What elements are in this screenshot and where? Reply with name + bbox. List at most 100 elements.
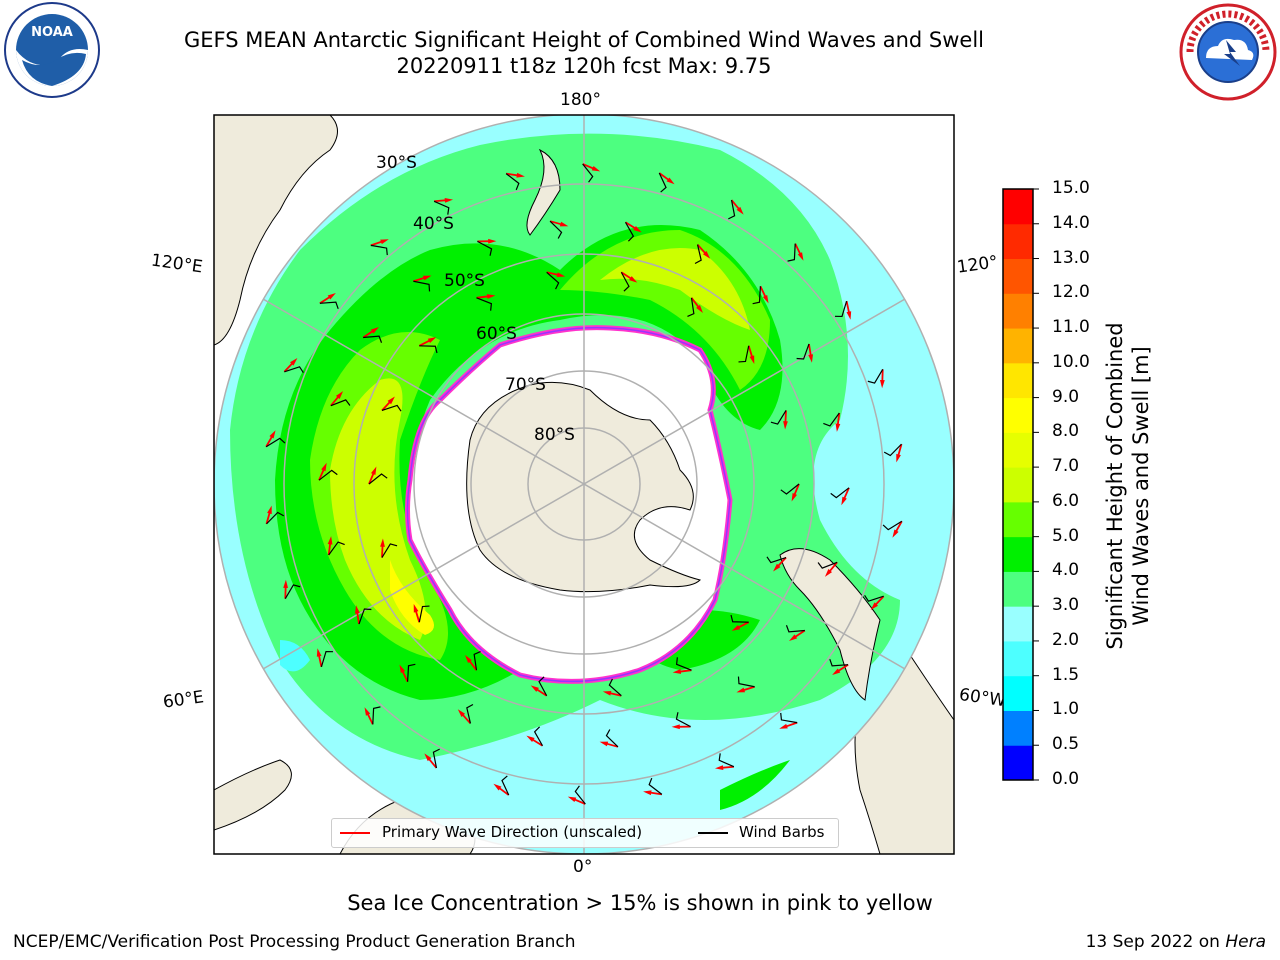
wind-barb: [549, 220, 563, 239]
wind-barb: [728, 199, 736, 220]
colorbar-segment: [1003, 571, 1033, 607]
wave-direction-arrowhead: [762, 294, 769, 304]
wave-direction-arrowhead: [316, 648, 322, 657]
wave-direction-arrowhead: [370, 466, 377, 475]
wind-barb: [752, 286, 762, 305]
wind-barb: [620, 271, 630, 292]
wind-barb: [787, 243, 796, 262]
wind-barb: [834, 300, 848, 318]
wave-direction-arrowhead: [591, 165, 601, 172]
wind-barb: [738, 345, 750, 363]
colorbar-tick-label: 10.0: [1052, 351, 1090, 372]
new-zealand-land: [526, 148, 561, 236]
colorbar-segment: [1003, 745, 1033, 781]
wind-barb: [418, 605, 430, 623]
colorbar-tick-label: 4.0: [1052, 560, 1080, 581]
wind-barb: [796, 343, 810, 360]
wind-barb: [501, 775, 510, 796]
wave-direction-arrowhead: [354, 605, 360, 614]
wave-direction-arrowhead: [327, 293, 336, 300]
wave-direction-arrowhead: [457, 709, 466, 717]
colorbar-label-line1: Significant Height of Combined: [1103, 322, 1127, 650]
wave-direction-arrowhead: [629, 276, 638, 283]
wind-barb: [864, 594, 884, 602]
wind-barb: [608, 678, 622, 697]
colorbar-tick-label: 7.0: [1052, 456, 1080, 477]
lon-label-0: 0°: [573, 857, 593, 877]
wave-direction-arrowhead: [267, 505, 272, 515]
wave-direction-arrowhead: [841, 496, 847, 506]
legend-wave-label: Primary Wave Direction (unscaled): [382, 823, 643, 841]
colorbar-tick-label: 1.5: [1052, 664, 1080, 685]
wind-barb: [265, 437, 286, 448]
wave-direction-arrowhead: [364, 707, 371, 716]
colorbar-segment: [1003, 189, 1033, 225]
wave-direction-arrowhead: [413, 604, 419, 613]
wind-barb: [817, 561, 838, 569]
wind-barb: [505, 173, 520, 191]
footer-date: 13 Sep 2022 on Hera: [1086, 932, 1266, 952]
colorbar-tick-label: 6.0: [1052, 490, 1080, 511]
colorbar-segment: [1003, 606, 1033, 642]
colorbar-label-line2: Wind Waves and Swell [m]: [1129, 346, 1153, 626]
lat-label-40: 40°S: [413, 214, 454, 234]
nws-logo: [1179, 3, 1277, 101]
wave-direction-arrowhead: [321, 462, 327, 472]
wave-direction-arrowhead: [879, 379, 885, 389]
wind-barb: [320, 650, 334, 668]
wave-direction-arrowhead: [643, 790, 652, 796]
wave-direction-arrowhead: [283, 579, 289, 589]
wave-direction-arrowhead: [797, 252, 804, 261]
wind-barb: [823, 412, 840, 427]
wind-barb: [432, 748, 440, 769]
wind-barb: [574, 785, 586, 805]
wind-barb: [830, 487, 850, 499]
colorbar-tick-label: 13.0: [1052, 247, 1090, 268]
noaa-logo-text: NOAA: [31, 25, 73, 40]
wind-barb: [582, 163, 594, 183]
colorbar-tick-label: 12.0: [1052, 282, 1090, 303]
wave-direction-arrowhead: [791, 493, 798, 502]
colorbar-segment: [1003, 432, 1033, 468]
wind-barb: [476, 297, 493, 311]
wind-barb: [730, 614, 749, 623]
wave-direction-arrowhead: [789, 634, 798, 641]
colorbar-tick-label: 9.0: [1052, 386, 1080, 407]
wind-barb: [284, 366, 304, 374]
wave-direction-arrowhead: [779, 723, 788, 729]
wind-barb: [605, 729, 619, 748]
colorbar-tick-label: 11.0: [1052, 317, 1090, 338]
wind-barb: [473, 650, 481, 671]
wave-direction-arrowhead: [672, 669, 682, 674]
south-america-land: [779, 548, 881, 701]
colorbar-tick-label: 0.5: [1052, 734, 1080, 755]
lat-label-50: 50°S: [444, 271, 485, 291]
wave-direction-arrowhead: [666, 177, 675, 185]
footer-credit: NCEP/EMC/Verification Post Processing Pr…: [13, 932, 576, 952]
colorbar-segment: [1003, 467, 1033, 503]
wave-direction-arrowhead: [696, 304, 703, 313]
wind-barb: [413, 280, 431, 292]
lon-label-180: 180°: [560, 90, 601, 110]
wind-barb: [381, 404, 402, 412]
wave-direction-arrowhead: [387, 396, 395, 405]
wave-direction-arrowhead: [671, 724, 680, 730]
wind-barb: [368, 473, 388, 485]
colorbar-segment: [1003, 640, 1033, 677]
wave-direction-arrowhead: [427, 337, 437, 344]
wind-barb: [546, 271, 560, 290]
colorbar-tick-label: 0.0: [1052, 769, 1080, 789]
wind-barb: [381, 543, 398, 558]
wave-direction-arrowhead: [736, 687, 746, 693]
wave-direction-arrowhead: [870, 602, 878, 611]
lat-label-80: 80°S: [534, 425, 575, 445]
colorbar-segment: [1003, 293, 1033, 329]
wave-direction-arrowhead: [731, 624, 741, 631]
wave-direction-arrowhead: [335, 391, 344, 399]
wave-direction-arrowhead: [783, 421, 788, 430]
wave-direction-arrowhead: [422, 275, 432, 281]
wind-barb: [766, 556, 787, 564]
wave-direction-arrowhead: [327, 536, 333, 545]
noaa-logo: NOAA: [4, 2, 100, 98]
